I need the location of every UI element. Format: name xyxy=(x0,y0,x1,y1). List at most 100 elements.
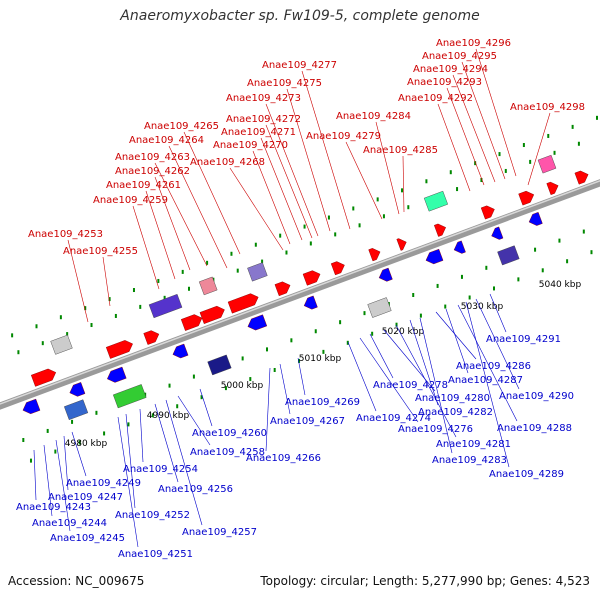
forward-gene-label: Anae109_4261 xyxy=(106,180,181,191)
reverse-gene-label: Anae109_4289 xyxy=(489,469,564,480)
tick-dot xyxy=(419,313,422,318)
reverse-gene-label: Anae109_4244 xyxy=(32,518,107,529)
scale-tick-label: 4990 kbp xyxy=(147,411,190,421)
reverse-arrow-0-shape xyxy=(22,398,41,415)
reverse-gene-leader xyxy=(199,388,213,427)
genome-backbone-highlight xyxy=(0,180,600,405)
map-title: Anaeromyxobacter sp. Fw109-5, complete g… xyxy=(120,8,480,24)
reverse-gene-label: Anae109_4247 xyxy=(48,492,123,503)
tick-dot xyxy=(22,438,25,443)
forward-arrow-11 xyxy=(433,223,446,237)
feature-block-10 xyxy=(63,399,89,421)
feature-block-1 xyxy=(148,293,183,319)
tick-dot xyxy=(84,306,87,311)
reverse-gene-leader xyxy=(419,317,453,454)
tick-dot xyxy=(254,242,257,247)
forward-gene-label: Anae109_4271 xyxy=(221,127,296,138)
feature-block-3 xyxy=(247,262,268,282)
tick-dot xyxy=(187,286,190,291)
scale-tick-label: 5030 kbp xyxy=(461,302,504,312)
feature-block-6 xyxy=(112,384,147,409)
reverse-gene-label: Anae109_4243 xyxy=(16,502,91,513)
tick-dot xyxy=(29,458,32,463)
scale-tick-label: 5000 kbp xyxy=(221,381,264,391)
tick-dot xyxy=(363,311,366,316)
forward-gene-label: Anae109_4277 xyxy=(262,60,337,71)
reverse-gene-leader xyxy=(383,329,436,392)
forward-gene-leader xyxy=(252,150,291,245)
reverse-gene-leader xyxy=(63,435,69,491)
forward-arrow-1-shape xyxy=(105,340,133,359)
tick-dot xyxy=(108,297,111,302)
forward-gene-leader xyxy=(132,205,160,290)
reverse-gene-label: Anae109_4290 xyxy=(499,391,574,402)
tick-dot xyxy=(493,286,496,291)
forward-arrow-14 xyxy=(546,181,559,195)
reverse-gene-leader xyxy=(139,408,144,463)
tick-dot xyxy=(151,413,154,418)
forward-arrow-8-shape xyxy=(330,261,345,276)
forward-gene-leader xyxy=(301,70,351,230)
reverse-arrow-8-shape xyxy=(453,240,466,254)
tick-dot xyxy=(577,141,580,146)
reverse-gene-leader xyxy=(369,333,394,379)
forward-arrow-12-shape xyxy=(480,205,495,220)
tick-dot xyxy=(181,269,184,274)
reverse-gene-label: Anae109_4274 xyxy=(356,413,431,424)
reverse-gene-leader xyxy=(347,341,377,412)
reverse-arrow-8 xyxy=(453,240,466,254)
reverse-gene-leader xyxy=(489,293,507,333)
reverse-gene-label: Anae109_4278 xyxy=(373,380,448,391)
forward-gene-leader xyxy=(265,103,319,237)
tick-dot xyxy=(54,449,57,454)
feature-block-4 xyxy=(423,190,449,212)
forward-arrow-15 xyxy=(574,170,589,185)
reverse-arrow-5-shape xyxy=(303,295,318,310)
tick-dot xyxy=(41,341,44,346)
tick-dot xyxy=(298,358,301,363)
tick-dot xyxy=(290,338,293,343)
reverse-gene-label: Anae109_4260 xyxy=(192,428,267,439)
forward-gene-label: Anae109_4285 xyxy=(363,145,438,156)
forward-arrow-5 xyxy=(227,293,259,314)
reverse-gene-leader xyxy=(409,319,439,406)
tick-dot xyxy=(309,241,312,246)
forward-gene-leader xyxy=(446,87,485,186)
forward-arrow-5-shape xyxy=(227,293,259,314)
tick-dot xyxy=(17,350,20,355)
reverse-gene-leader xyxy=(154,403,179,483)
reverse-arrow-2-shape xyxy=(107,366,127,383)
forward-gene-leader xyxy=(402,155,405,213)
reverse-gene-label: Anae109_4291 xyxy=(486,334,561,345)
tick-dot xyxy=(95,410,98,415)
reverse-gene-leader xyxy=(279,363,291,415)
feature-block-8 xyxy=(367,297,392,318)
feature-block-shape xyxy=(112,384,147,409)
forward-arrow-2-shape xyxy=(143,330,160,345)
tick-dot xyxy=(139,304,142,309)
tick-dot xyxy=(485,265,488,270)
forward-gene-leader xyxy=(286,88,331,232)
tick-dot xyxy=(168,383,171,388)
forward-gene-leader xyxy=(265,124,313,239)
tick-dot xyxy=(127,422,130,427)
reverse-gene-label: Anae109_4269 xyxy=(285,397,360,408)
forward-gene-leader xyxy=(437,103,471,192)
reverse-gene-leader xyxy=(457,304,518,422)
forward-gene-leader xyxy=(260,137,303,241)
tick-dot xyxy=(352,206,355,211)
tick-dot xyxy=(285,250,288,255)
tick-dot xyxy=(425,179,428,184)
tick-dot xyxy=(582,229,585,234)
forward-arrow-3 xyxy=(180,314,203,331)
forward-gene-leader xyxy=(102,256,111,307)
reverse-gene-leader xyxy=(265,367,271,452)
tick-dot xyxy=(504,168,507,173)
tick-dot xyxy=(114,313,117,318)
forward-gene-label: Anae109_4264 xyxy=(129,135,204,146)
forward-arrow-6 xyxy=(274,281,291,297)
tick-dot xyxy=(558,238,561,243)
reverse-gene-leader xyxy=(43,444,53,517)
tick-dot xyxy=(66,332,69,337)
